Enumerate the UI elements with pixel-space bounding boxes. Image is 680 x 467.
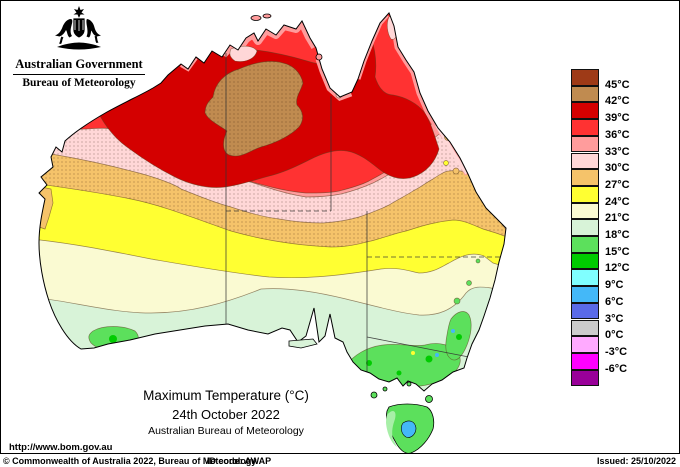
island-tiwi xyxy=(250,15,262,21)
legend-swatch xyxy=(571,152,599,170)
legend-swatch xyxy=(571,252,599,270)
mainland-coastline xyxy=(38,12,507,392)
legend-swatch xyxy=(571,119,599,136)
island-tiwi xyxy=(262,13,272,19)
legend-label: 12°C xyxy=(605,262,630,275)
legend-swatch xyxy=(571,69,599,86)
caption-date: 24th October 2022 xyxy=(172,407,280,422)
pocket-darkgreen xyxy=(425,355,433,363)
state-borders xyxy=(225,53,504,373)
island-kangaroo xyxy=(288,338,318,349)
legend-label: -3°C xyxy=(605,345,628,358)
coast-orange-spot xyxy=(452,167,460,175)
legend-swatch xyxy=(571,236,599,253)
legend-swatch xyxy=(571,202,599,220)
island-flinders xyxy=(425,395,433,403)
government-title: Australian Government xyxy=(15,57,143,71)
legend-swatch xyxy=(571,369,599,387)
border-nsw-vic xyxy=(366,336,480,360)
coast-yellow-spot xyxy=(443,160,449,166)
legend-swatch xyxy=(571,102,599,120)
copyright-text: © Commonwealth of Australia 2022, Bureau… xyxy=(3,456,257,466)
legend-swatch xyxy=(571,319,599,337)
legend-label: 42°C xyxy=(605,95,630,108)
pocket-darkgreen xyxy=(456,334,462,340)
island-groote xyxy=(315,53,323,61)
west-coast-yellow-spot xyxy=(39,161,47,169)
legend-label: 27°C xyxy=(605,178,630,191)
legend-swatch xyxy=(571,185,599,203)
legend-label: 9°C xyxy=(605,279,624,292)
band-42-45-texture xyxy=(205,61,303,157)
pocket-green-spot xyxy=(466,280,472,286)
issued-date: Issued: 25/10/2022 xyxy=(596,456,676,466)
pocket-blue-alpine xyxy=(451,329,455,333)
legend-label: 3°C xyxy=(605,312,624,325)
legend-swatch xyxy=(571,135,599,153)
legend-swatch xyxy=(571,269,599,287)
legend-label: 30°C xyxy=(605,162,630,175)
legend-label: 45°C xyxy=(605,78,630,91)
legend-label: 15°C xyxy=(605,245,630,258)
island-king xyxy=(370,391,378,399)
pocket-green-spot xyxy=(475,258,481,264)
legend-swatch xyxy=(571,352,599,370)
pocket-green-spot xyxy=(453,297,461,305)
bureau-title: Bureau of Meteorology xyxy=(22,77,136,89)
map-frame: Australian Government Bureau of Meteorol… xyxy=(0,0,680,454)
pocket-darkgreen xyxy=(109,335,117,343)
tasmania-coastal-fringe xyxy=(386,411,397,447)
legend-swatch xyxy=(571,219,599,236)
legend: 45°C 42°C 39°C 36°C 33°C 30°C 27°C 24°C 21°C 18°C… xyxy=(571,69,641,389)
legend-swatch xyxy=(571,169,599,186)
legend-label: 0°C xyxy=(605,329,624,342)
map-caption: Maximum Temperature (°C) 24th October 20… xyxy=(143,388,309,437)
bom-url: http://www.bom.gov.au xyxy=(9,442,113,453)
pocket-darkgreen xyxy=(396,370,402,376)
band-39-42-spot xyxy=(175,166,181,172)
legend-label: 33°C xyxy=(605,145,630,158)
legend-label: 21°C xyxy=(605,212,630,225)
legend-label: -6°C xyxy=(605,362,628,375)
caption-title: Maximum Temperature (°C) xyxy=(143,388,309,403)
islands xyxy=(250,13,435,454)
legend-swatch xyxy=(571,336,599,353)
tasmania-highland-pocket xyxy=(401,420,417,438)
legend-label: 39°C xyxy=(605,112,630,125)
legend-swatch xyxy=(571,302,599,320)
caption-org: Australian Bureau of Meteorology xyxy=(148,425,304,437)
island-small xyxy=(406,381,412,387)
header-divider xyxy=(13,74,145,75)
legend-swatch xyxy=(571,85,599,103)
legend-label: 18°C xyxy=(605,229,630,241)
legend-swatch xyxy=(571,286,599,303)
legend-label: 6°C xyxy=(605,295,624,308)
island-small xyxy=(382,386,388,392)
id-code: ID code: AWAP xyxy=(207,456,272,466)
pocket-blue-alpine xyxy=(435,353,439,357)
pocket-yellow-spot xyxy=(411,351,415,355)
pocket-palepink-gulf xyxy=(335,91,343,99)
legend-label: 36°C xyxy=(605,128,630,141)
legend-label: 24°C xyxy=(605,195,630,208)
header: Australian Government Bureau of Meteorol… xyxy=(9,5,149,89)
pocket-palepink-darwin xyxy=(229,45,258,62)
coat-of-arms-icon xyxy=(55,6,101,50)
pocket-darkgreen xyxy=(366,360,372,366)
